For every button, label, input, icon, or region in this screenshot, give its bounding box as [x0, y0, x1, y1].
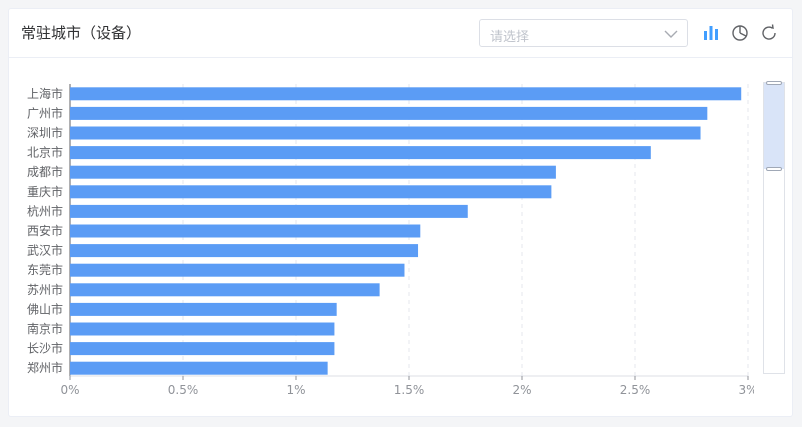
category-label: 杭州市	[27, 203, 63, 218]
bar-东莞市[interactable]	[70, 263, 405, 277]
bar-西安市[interactable]	[70, 224, 421, 238]
category-label: 郑州市	[27, 360, 63, 375]
pie-chart-icon[interactable]	[730, 23, 750, 43]
bar-杭州市[interactable]	[70, 204, 468, 218]
zoom-slider[interactable]	[763, 81, 785, 374]
category-label: 西安市	[27, 223, 63, 238]
category-label: 南京市	[27, 321, 63, 336]
bar-深圳市[interactable]	[70, 126, 701, 140]
x-tick-label: 0.5%	[168, 383, 199, 397]
category-label: 佛山市	[27, 301, 63, 316]
card-title: 常驻城市（设备）	[21, 24, 142, 42]
bar-上海市[interactable]	[70, 87, 742, 101]
refresh-icon[interactable]	[759, 23, 779, 43]
bar-苏州市[interactable]	[70, 283, 380, 297]
category-label: 重庆市	[27, 184, 63, 199]
category-label: 成都市	[27, 164, 63, 179]
bar-成都市[interactable]	[70, 165, 556, 179]
zoom-slider-top-handle[interactable]	[766, 81, 782, 85]
category-label: 广州市	[27, 105, 63, 120]
bar-南京市[interactable]	[70, 322, 335, 336]
chart-card: 常驻城市（设备） 请选择 上海市广州市深圳市北京市成都市重庆市杭州市西安市武汉市…	[8, 8, 793, 417]
chevron-down-icon	[664, 30, 678, 38]
category-label: 深圳市	[27, 125, 63, 140]
x-tick-label: 2%	[512, 383, 531, 397]
bar-广州市[interactable]	[70, 106, 708, 120]
category-label: 东莞市	[27, 262, 63, 277]
zoom-slider-window[interactable]	[764, 83, 784, 169]
select-placeholder: 请选择	[490, 30, 530, 45]
category-label: 武汉市	[27, 243, 63, 258]
filter-select[interactable]: 请选择	[479, 19, 688, 47]
bar-chart: 上海市广州市深圳市北京市成都市重庆市杭州市西安市武汉市东莞市苏州市佛山市南京市长…	[27, 84, 754, 397]
bar-武汉市[interactable]	[70, 244, 419, 258]
x-tick-label: 1.5%	[394, 383, 425, 397]
x-tick-label: 1%	[286, 383, 305, 397]
bar-chart-icon[interactable]	[701, 23, 721, 43]
category-label: 苏州市	[27, 282, 63, 297]
card-header: 常驻城市（设备） 请选择	[9, 9, 792, 58]
category-label: 北京市	[27, 145, 63, 160]
x-tick-label: 0%	[60, 383, 79, 397]
x-tick-label: 3%	[738, 383, 754, 397]
bar-北京市[interactable]	[70, 146, 651, 160]
category-label: 长沙市	[27, 341, 63, 356]
zoom-slider-bottom-handle[interactable]	[766, 167, 782, 171]
bar-重庆市[interactable]	[70, 185, 552, 199]
x-tick-label: 2.5%	[620, 383, 651, 397]
category-label: 上海市	[27, 86, 63, 101]
bar-佛山市[interactable]	[70, 302, 337, 316]
bar-长沙市[interactable]	[70, 342, 335, 356]
bar-郑州市[interactable]	[70, 361, 328, 375]
